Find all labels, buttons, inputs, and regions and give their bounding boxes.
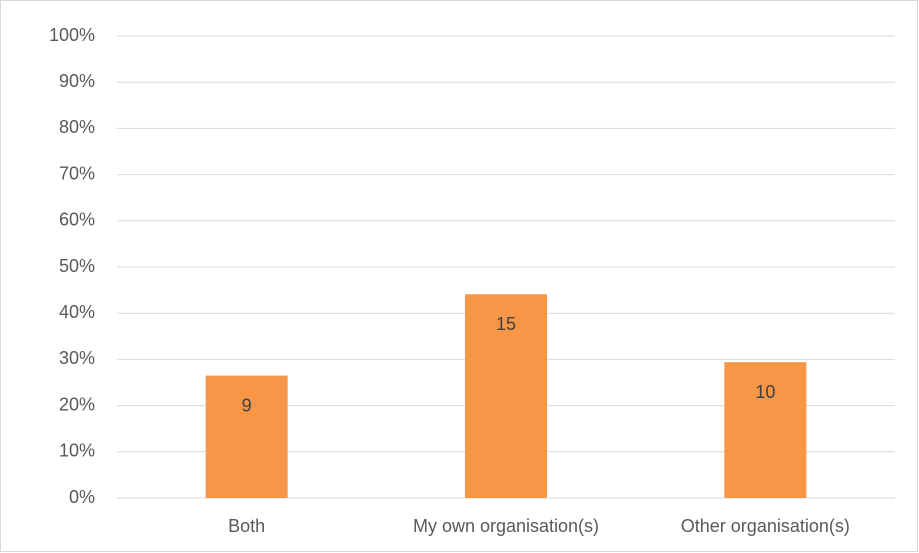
y-tick-label: 20% [59,394,95,414]
x-tick-label: My own organisation(s) [413,516,599,536]
y-tick-label: 50% [59,256,95,276]
y-tick-label: 100% [49,25,95,45]
x-tick-label: Other organisation(s) [681,516,850,536]
data-label: 10 [755,382,775,402]
y-tick-label: 90% [59,71,95,91]
bar [724,362,807,498]
y-tick-label: 80% [59,117,95,137]
data-label: 9 [242,395,252,415]
y-tick-label: 70% [59,163,95,183]
x-tick-label: Both [228,516,265,536]
y-tick-label: 40% [59,302,95,322]
data-label: 15 [496,314,516,334]
bar [465,294,547,498]
y-tick-label: 60% [59,210,95,230]
y-tick-label: 0% [69,487,95,507]
bar [205,375,288,498]
y-tick-label: 30% [59,348,95,368]
y-tick-label: 10% [59,441,95,461]
